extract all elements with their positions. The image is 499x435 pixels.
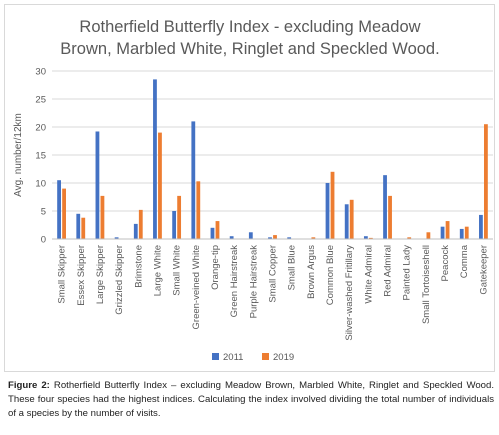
- bar-2019: [368, 237, 373, 239]
- bar-2011: [172, 211, 177, 239]
- bar-2011: [133, 223, 138, 239]
- legend-label-2011: 2011: [223, 352, 243, 363]
- bar-2011: [95, 131, 100, 239]
- bar-2019: [330, 171, 335, 239]
- bar-2011: [479, 214, 483, 239]
- bar-2019: [62, 188, 66, 239]
- figure-caption: Figure 2: Rotherfield Butterfly Index – …: [8, 379, 494, 421]
- bar-2011: [344, 204, 349, 239]
- y-tick-label: 10: [35, 179, 46, 190]
- legend-label-2019: 2019: [273, 352, 294, 363]
- x-tick-label: Comma: [459, 244, 470, 278]
- bar-chart: Rotherfield Butterfly Index - excluding …: [13, 18, 493, 363]
- y-tick-label: 0: [41, 235, 46, 246]
- y-tick-label: 30: [35, 67, 46, 78]
- bar-2019: [158, 132, 162, 239]
- bar-2019: [349, 199, 354, 239]
- x-tick-label: Small Skipper: [57, 245, 68, 304]
- y-tick-label: 20: [35, 123, 46, 134]
- bar-2019: [138, 209, 143, 239]
- x-tick-label: Peacock: [440, 245, 451, 282]
- bar-2019: [273, 235, 277, 239]
- bar-2011: [248, 232, 253, 239]
- x-tick-label: White Admiral: [363, 245, 374, 304]
- x-tick-label: Small Tortoiseshell: [421, 245, 432, 324]
- x-tick-label: Small White: [172, 245, 183, 296]
- bar-2019: [484, 124, 488, 239]
- bar-2011: [210, 227, 215, 239]
- bar-2011: [363, 236, 368, 239]
- bar-2019: [81, 217, 86, 239]
- bar-2019: [445, 221, 450, 239]
- bar-2011: [383, 175, 387, 239]
- bar-2019: [215, 221, 220, 239]
- bar-2019: [407, 237, 412, 239]
- bar-2019: [311, 237, 316, 239]
- x-tick-label: Red Admiral: [383, 245, 394, 297]
- x-tick-label: Large White: [152, 245, 163, 296]
- chart-title-line: Rotherfield Butterfly Index - excluding …: [79, 18, 420, 36]
- bar-2011: [229, 236, 234, 239]
- y-tick-label: 5: [41, 207, 46, 218]
- bar-2019: [388, 195, 392, 239]
- bar-2011: [153, 79, 157, 240]
- x-tick-label: Green Hairstreak: [229, 245, 240, 318]
- x-tick-label: Green-veined White: [191, 245, 202, 329]
- x-tick-label: Painted Lady: [402, 245, 413, 301]
- bar-2011: [114, 237, 119, 239]
- x-tick-label: Grizzled Skipper: [114, 245, 125, 315]
- legend-swatch-2011: [212, 353, 219, 360]
- bar-2019: [426, 232, 431, 239]
- bar-2011: [459, 228, 464, 239]
- y-tick-label: 15: [35, 151, 46, 162]
- caption-label: Figure 2:: [8, 380, 50, 391]
- y-axis-label: Avg. number/12km: [13, 113, 24, 197]
- x-tick-label: Small Copper: [268, 245, 279, 303]
- y-tick-label: 25: [35, 95, 46, 106]
- bar-2019: [100, 195, 105, 239]
- bar-2019: [177, 195, 182, 239]
- bar-2011: [268, 237, 272, 239]
- bar-2011: [325, 183, 330, 239]
- x-tick-label: Small Blue: [287, 245, 298, 290]
- bar-2011: [191, 121, 196, 239]
- x-tick-label: Orange-tip: [210, 245, 221, 290]
- x-tick-label: Essex Skipper: [76, 245, 87, 306]
- legend-swatch-2019: [262, 353, 269, 360]
- x-tick-label: Gatekeeper: [478, 245, 489, 295]
- caption-text: Rotherfield Butterfly Index – excluding …: [8, 380, 494, 419]
- bar-2011: [287, 237, 292, 239]
- x-tick-label: Purple Hairstreak: [248, 245, 259, 319]
- chart-frame: Rotherfield Butterfly Index - excluding …: [4, 4, 495, 372]
- bar-2019: [196, 181, 201, 239]
- chart-title-line: Brown, Marbled White, Ringlet and Speckl…: [60, 40, 439, 58]
- bar-2019: [464, 226, 469, 239]
- bar-2011: [76, 213, 81, 239]
- x-tick-label: Large Skipper: [95, 245, 106, 304]
- bar-2011: [57, 180, 61, 239]
- x-tick-label: Brown Argus: [306, 245, 317, 299]
- bar-2011: [440, 226, 445, 239]
- x-tick-label: Brimstone: [133, 245, 144, 288]
- x-tick-label: Silver-washed Fritillary: [344, 245, 355, 341]
- x-tick-label: Common Blue: [325, 245, 336, 305]
